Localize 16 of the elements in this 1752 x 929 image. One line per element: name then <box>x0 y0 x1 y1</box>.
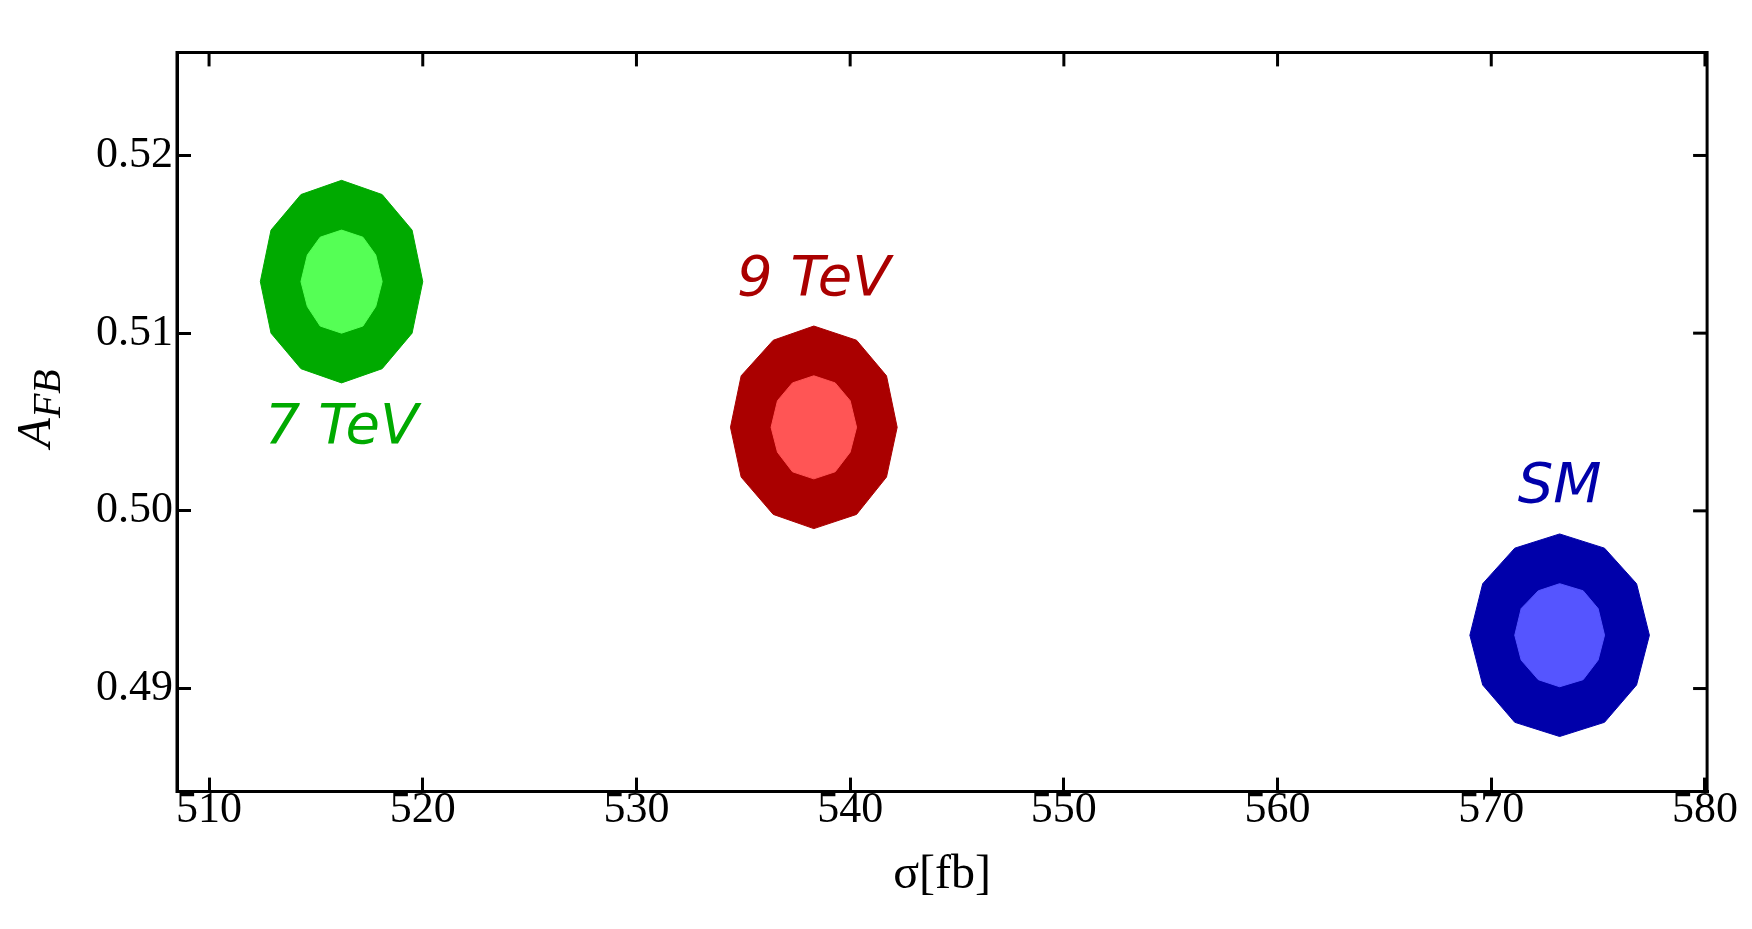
x-tick-label: 580 <box>1671 782 1738 832</box>
x-tick-label: 530 <box>603 782 670 832</box>
x-axis-title: σ[fb] <box>893 844 991 898</box>
y-tick-label: 0.51 <box>96 305 173 355</box>
x-tick-label: 560 <box>1244 782 1311 832</box>
series-label: 7 TeV <box>264 391 422 457</box>
series-label: SM <box>1517 450 1602 516</box>
x-tick-label: 510 <box>176 782 243 832</box>
x-tick-label: 570 <box>1458 782 1525 832</box>
y-tick-label: 0.52 <box>96 128 173 178</box>
x-tick-label: 540 <box>817 782 884 832</box>
y-tick-label: 0.50 <box>96 483 173 533</box>
y-tick-label: 0.49 <box>96 661 173 711</box>
x-tick-label: 550 <box>1030 782 1097 832</box>
series-label: 9 TeV <box>737 242 895 308</box>
x-tick-label: 520 <box>389 782 456 832</box>
